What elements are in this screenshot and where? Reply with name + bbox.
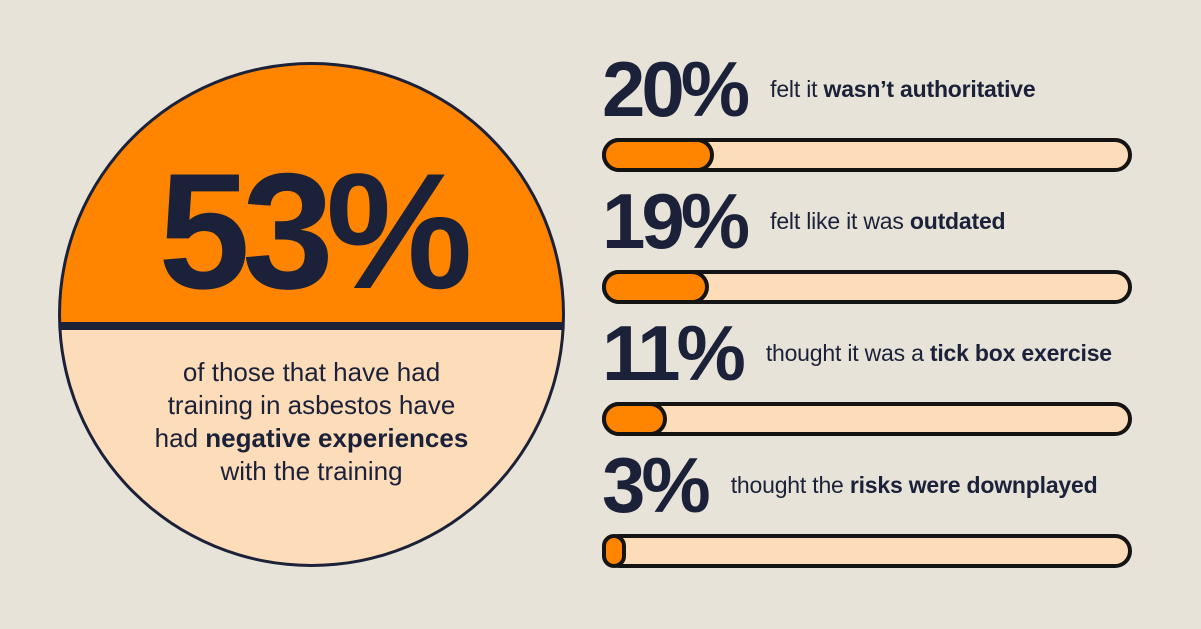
stat-row-header: 20% felt it wasn’t authoritative — [602, 50, 1132, 128]
stat-label: felt it wasn’t authoritative — [770, 75, 1036, 103]
stat-circle-percent: 53% — [158, 139, 472, 323]
stat-row-header: 3% thought the risks were downplayed — [602, 446, 1132, 524]
stat-label-pre: thought it was a — [765, 339, 930, 366]
stat-percent: 20% — [602, 45, 750, 133]
progress-track — [602, 138, 1132, 172]
progress-fill — [602, 270, 710, 304]
stat-label-bold: wasn’t authoritative — [823, 75, 1036, 102]
stat-row-risks-downplayed: 3% thought the risks were downplayed — [602, 446, 1132, 568]
stat-row-tick-box-exercise: 11% thought it was a tick box exercise — [602, 314, 1132, 436]
stat-circle-description-post: with the training — [220, 456, 403, 486]
stat-label-pre: felt it — [770, 75, 824, 102]
stat-label: felt like it was outdated — [770, 208, 1005, 235]
stat-row-outdated: 19% felt like it was outdated — [602, 182, 1132, 304]
stat-circle-description-bold: negative experiences — [205, 423, 469, 453]
stat-row-wasnt-authoritative: 20% felt it wasn’t authoritative — [602, 50, 1132, 172]
stat-label: thought it was a tick box exercise — [766, 340, 1112, 367]
stat-percent: 3% — [602, 441, 711, 529]
progress-track — [602, 534, 1132, 568]
stat-row-header: 11% thought it was a tick box exercise — [602, 314, 1132, 392]
stat-circle-description: of those that have had training in asbes… — [147, 356, 477, 488]
progress-fill — [602, 138, 715, 172]
stat-label: thought the risks were downplayed — [731, 472, 1098, 499]
progress-track — [602, 402, 1132, 436]
stat-percent: 11% — [602, 309, 746, 397]
stat-circle: 53% of those that have had training in a… — [58, 62, 565, 567]
stat-circle-description-pre: of those that have had training in asbes… — [154, 357, 456, 453]
stat-label-bold: outdated — [909, 207, 1006, 234]
stat-label-pre: thought the — [730, 471, 850, 498]
stat-percent: 19% — [602, 177, 750, 265]
stat-row-header: 19% felt like it was outdated — [602, 182, 1132, 260]
progress-fill — [602, 402, 668, 436]
stat-label-bold: tick box exercise — [929, 339, 1112, 366]
stat-label-bold: risks were downplayed — [849, 471, 1098, 498]
stat-label-pre: felt like it was — [770, 207, 910, 234]
progress-fill — [602, 534, 626, 568]
progress-track — [602, 270, 1132, 304]
